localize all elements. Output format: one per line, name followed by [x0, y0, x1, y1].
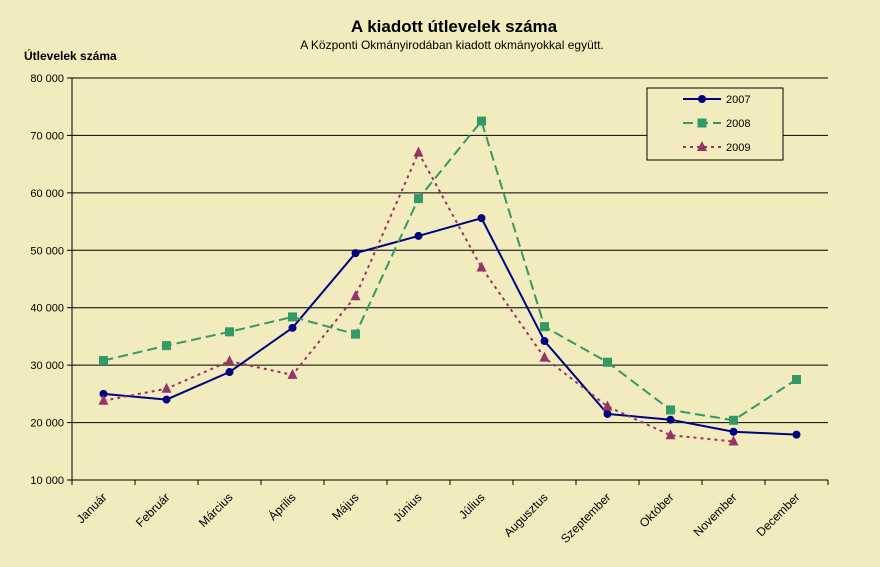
data-point-2007 — [162, 395, 171, 404]
data-point-2007 — [603, 409, 612, 418]
x-tick-labels: Január Február Március Április Május Június Jú… — [74, 490, 803, 546]
chart-subtitle: A Központi Okmányirodában kiadott okmány… — [300, 38, 604, 52]
data-point-2008 — [414, 194, 423, 204]
gridlines — [72, 77, 828, 424]
data-point-2008 — [288, 312, 297, 322]
series-2009 — [98, 146, 739, 446]
x-tick-label: Július — [456, 490, 488, 522]
data-point-2008 — [99, 356, 108, 366]
series-lines — [98, 116, 801, 446]
y-tick-label: 60 000 — [30, 188, 64, 200]
data-point-2008 — [603, 357, 612, 367]
x-tick-label: Március — [196, 490, 236, 530]
data-point-2008 — [477, 116, 486, 126]
data-point-2007 — [99, 389, 108, 398]
y-axis-label: Útlevelek száma — [24, 48, 117, 63]
data-point-2007 — [792, 430, 801, 439]
x-tick-label: November — [691, 490, 740, 539]
data-point-2009 — [350, 290, 361, 301]
axes — [67, 77, 829, 485]
x-tick-label: December — [754, 490, 803, 539]
data-point-2007 — [288, 323, 297, 332]
data-point-2009 — [287, 368, 298, 379]
data-point-2009 — [602, 400, 613, 411]
x-tick-label: Január — [74, 490, 110, 526]
y-tick-label: 10 000 — [30, 475, 64, 487]
data-point-2007 — [666, 415, 675, 424]
series-2007 — [99, 214, 801, 439]
data-point-2008 — [729, 415, 738, 425]
y-tick-label: 30 000 — [30, 360, 64, 372]
x-tick-label: Május — [329, 490, 362, 523]
data-point-2008 — [792, 375, 801, 384]
data-point-2009 — [413, 146, 424, 157]
legend-label-2009: 2009 — [726, 142, 750, 154]
y-tick-label: 80 000 — [30, 73, 64, 85]
data-point-2007 — [225, 368, 234, 377]
data-point-2009 — [224, 355, 235, 366]
y-tick-label: 70 000 — [30, 130, 64, 142]
legend: 2007 2008 2009 — [646, 87, 784, 161]
data-point-2007 — [540, 337, 549, 346]
series-line-2007 — [103, 216, 797, 436]
y-tick-label: 40 000 — [30, 303, 64, 315]
x-tick-label: Június — [390, 490, 424, 524]
data-point-2008 — [351, 329, 360, 339]
y-tick-label: 20 000 — [30, 418, 64, 430]
data-point-2008 — [540, 322, 549, 332]
chart-title: A kiadott útlevelek száma — [351, 17, 558, 36]
data-point-2009 — [539, 351, 550, 362]
x-tick-label: Augusztus — [501, 490, 551, 540]
x-tick-label: Február — [133, 490, 173, 530]
data-point-2009 — [161, 382, 172, 393]
legend-marker-2007 — [698, 95, 706, 103]
data-point-2009 — [665, 429, 676, 440]
y-tick-labels: 10 000 20 000 30 000 40 000 50 000 60 000 70 0… — [30, 73, 64, 487]
data-point-2007 — [414, 231, 423, 240]
series-line-2009 — [103, 150, 734, 443]
data-point-2008 — [666, 405, 675, 415]
legend-marker-2009 — [697, 141, 707, 151]
x-tick-label: Október — [637, 490, 677, 530]
data-point-2009 — [476, 261, 487, 272]
data-point-2007 — [729, 427, 738, 436]
data-point-2007 — [351, 249, 360, 258]
data-point-2009 — [728, 435, 739, 446]
legend-label-2008: 2008 — [726, 118, 750, 130]
x-tick-label: Szeptember — [558, 490, 614, 546]
series-line-2008 — [103, 118, 798, 422]
y-tick-label: 50 000 — [30, 245, 64, 257]
series-2008 — [99, 116, 801, 425]
legend-marker-2008 — [697, 118, 707, 128]
data-point-2008 — [225, 327, 234, 337]
x-tick-label: Április — [265, 490, 299, 524]
legend-label-2007: 2007 — [726, 94, 750, 106]
data-point-2008 — [162, 341, 171, 351]
data-point-2009 — [98, 394, 109, 405]
data-point-2007 — [477, 214, 486, 223]
